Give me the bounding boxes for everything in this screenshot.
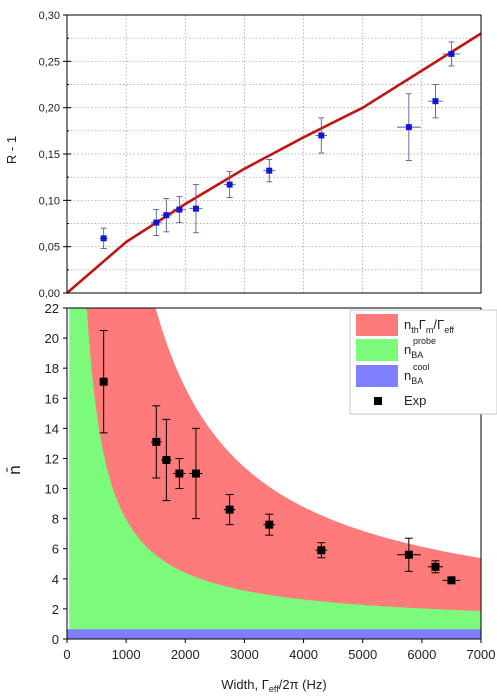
bottom-data-point (442, 576, 461, 585)
bottom-y-tick-label: 14 (45, 421, 59, 436)
bottom-y-ticks: 0 2 4 6 8 10 12 14 16 18 20 22 (45, 301, 67, 647)
bottom-point-marker (175, 469, 184, 478)
top-y-tick-label: 0,10 (39, 195, 60, 207)
bottom-x-tick-label: 2000 (171, 647, 200, 662)
bottom-point-marker (191, 469, 200, 478)
bottom-point-marker (447, 576, 456, 585)
bottom-data-point (172, 457, 186, 490)
top-y-ticks: 0,00 0,05 0,10 0,15 0,20 0,25 0,30 (39, 10, 71, 300)
bottom-point-marker (404, 550, 413, 559)
bottom-y-tick-label: 2 (52, 602, 59, 617)
top-data-point (189, 184, 203, 234)
bottom-point-marker (162, 455, 171, 464)
top-point-marker (163, 212, 170, 219)
top-y-tick-label: 0,00 (39, 288, 60, 300)
top-point-marker (432, 98, 439, 105)
probe-backaction-area (69, 308, 481, 630)
bottom-data-point (397, 537, 421, 572)
bottom-x-tick-label: 0 (63, 647, 70, 662)
legend-label: Exp (404, 393, 426, 408)
bottom-x-tick-label: 6000 (407, 647, 436, 662)
bottom-x-tick-label: 3000 (230, 647, 259, 662)
legend-label: nthΓm/Γeff (404, 317, 455, 335)
bottom-y-tick-label: 6 (52, 542, 59, 557)
bottom-y-tick-label: 22 (45, 301, 59, 316)
top-point-marker (266, 167, 273, 174)
top-data-point (223, 171, 236, 199)
bottom-data-point (427, 560, 444, 574)
top-y-tick-label: 0,15 (39, 149, 60, 161)
top-point-marker (192, 205, 199, 212)
bottom-point-marker (152, 437, 161, 446)
bottom-y-axis-label: n̄ (5, 465, 24, 474)
top-data-point (263, 159, 276, 183)
top-fit-curve (66, 32, 482, 294)
bottom-data-point (161, 418, 172, 502)
bottom-y-tick-label: 0 (52, 632, 59, 647)
top-y-axis-label: R - 1 (4, 136, 19, 164)
legend-swatch (356, 339, 398, 361)
bottom-y-tick-label: 16 (45, 391, 59, 406)
top-chart: 0,00 0,05 0,10 0,15 0,20 0,25 0,30 R - 1 (4, 10, 482, 300)
bottom-point-marker (99, 377, 108, 386)
top-point-marker (405, 124, 412, 131)
top-data-point (315, 117, 328, 154)
top-data-point (427, 84, 444, 119)
top-data-point (172, 196, 186, 224)
top-point-marker (448, 50, 455, 57)
bottom-chart: 0 2 4 6 8 10 12 14 16 18 20 22 0 1000 2000 3000 4000 500… (5, 301, 497, 694)
bottom-x-tick-label: 5000 (348, 647, 377, 662)
top-data-point (397, 93, 421, 161)
top-point-marker (100, 235, 107, 242)
top-point-marker (176, 206, 183, 213)
bottom-x-axis-label: Width, Γeff/2π (Hz) (221, 677, 326, 694)
legend-label: nBAcool (404, 362, 430, 386)
bottom-data-point (189, 427, 203, 520)
bottom-data-points (99, 330, 461, 585)
top-data-point (99, 227, 108, 249)
bottom-y-tick-label: 8 (52, 512, 59, 527)
legend-swatch (356, 314, 398, 336)
legend-swatch (356, 365, 398, 387)
bottom-plot-frame (66, 307, 482, 640)
legend-marker (374, 397, 382, 405)
bottom-point-marker (431, 562, 440, 571)
top-point-marker (226, 181, 233, 188)
top-y-tick-label: 0,20 (39, 103, 60, 115)
bottom-data-point (150, 405, 162, 479)
bottom-y-tick-label: 4 (52, 572, 59, 587)
bottom-y-tick-label: 12 (45, 451, 59, 466)
bottom-x-tick-label: 7000 (467, 647, 496, 662)
bottom-point-marker (317, 546, 326, 555)
bottom-y-tick-label: 20 (45, 331, 59, 346)
bottom-data-point (315, 542, 328, 559)
top-y-tick-label: 0,05 (39, 242, 60, 254)
top-data-point (150, 209, 162, 236)
top-fit-line (66, 32, 482, 294)
legend-label: nBAprobe (404, 336, 436, 360)
top-y-tick-label: 0,30 (39, 10, 60, 22)
top-data-point (442, 41, 461, 67)
bottom-x-ticks: 0 1000 2000 3000 4000 5000 6000 7000 (63, 639, 495, 662)
bottom-data-point (223, 494, 236, 526)
top-point-marker (153, 219, 160, 226)
bottom-x-tick-label: 4000 (289, 647, 318, 662)
thermal-area (69, 308, 481, 630)
bottom-x-tick-label: 1000 (112, 647, 141, 662)
bottom-data-point (99, 330, 108, 434)
top-point-marker (318, 132, 325, 139)
bottom-data-point (263, 513, 276, 536)
bottom-y-tick-label: 18 (45, 361, 59, 376)
top-data-point (161, 198, 172, 233)
top-data-points (99, 41, 461, 249)
bottom-point-marker (225, 505, 234, 514)
bottom-areas (67, 308, 481, 639)
top-y-tick-label: 0,25 (39, 56, 60, 68)
bottom-point-marker (265, 520, 274, 529)
bottom-y-tick-label: 10 (45, 482, 59, 497)
cooling-backaction-area (67, 629, 481, 639)
